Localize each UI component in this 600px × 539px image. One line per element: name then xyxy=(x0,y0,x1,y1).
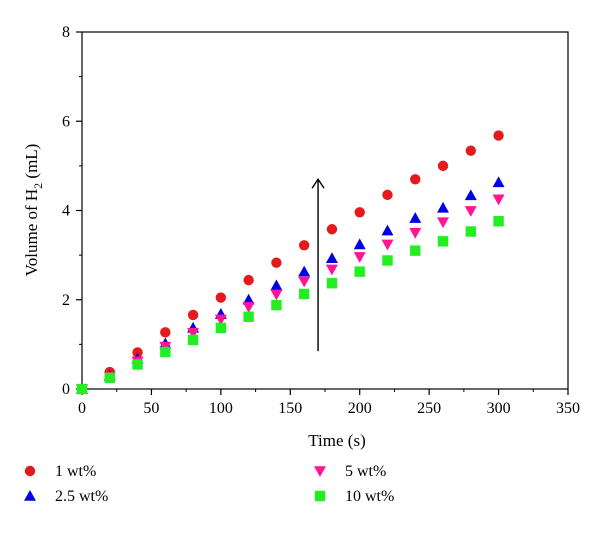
data-point xyxy=(326,224,338,235)
data-point xyxy=(382,189,393,201)
data-point xyxy=(298,240,310,251)
legend-item: 10 wt% xyxy=(314,488,394,505)
x-tick-label: 200 xyxy=(348,400,372,417)
legend-marker xyxy=(24,465,36,477)
y-tick-label: 2 xyxy=(62,292,70,309)
data-point xyxy=(381,224,394,236)
data-point xyxy=(132,359,143,370)
y-tick-label: 6 xyxy=(62,113,70,130)
data-point xyxy=(437,217,450,229)
y-axis: 0 2 4 6 8 xyxy=(62,24,82,398)
series-10-wt- xyxy=(76,216,504,395)
legend-item: 2.5 wt% xyxy=(24,488,108,505)
data-point xyxy=(271,299,282,311)
data-point xyxy=(243,311,254,322)
data-point xyxy=(492,176,505,188)
data-point xyxy=(465,145,476,156)
legend-marker xyxy=(24,490,36,501)
data-point xyxy=(271,257,282,268)
data-point xyxy=(354,266,365,277)
legend-item: 5 wt% xyxy=(314,463,386,480)
data-point xyxy=(437,201,450,213)
data-point xyxy=(325,264,338,276)
data-point xyxy=(409,212,422,223)
y-tick-label: 4 xyxy=(62,203,70,220)
data-point xyxy=(437,236,449,247)
y-tick-label: 0 xyxy=(62,381,70,398)
data-point xyxy=(465,226,476,237)
data-point xyxy=(242,293,255,305)
y-axis-title-main: Volume of H xyxy=(22,189,41,277)
data-point xyxy=(410,245,421,256)
legend-marker xyxy=(314,466,326,477)
data-point xyxy=(326,278,338,289)
legend-label: 2.5 wt% xyxy=(55,488,108,505)
x-tick-label: 350 xyxy=(556,400,580,417)
data-point xyxy=(353,252,366,263)
data-series xyxy=(76,130,505,395)
data-point xyxy=(492,194,505,206)
data-point xyxy=(493,130,504,141)
legend-item: 1 wt% xyxy=(24,463,96,480)
x-axis-title: Time (s) xyxy=(308,431,365,450)
legend-label: 5 wt% xyxy=(345,463,386,480)
legend: 1 wt% 2.5 wt% 5 wt% 10 wt% xyxy=(24,463,394,505)
data-point xyxy=(215,322,227,334)
data-point xyxy=(381,239,394,251)
y-axis-title-unit: (mL) xyxy=(22,144,41,183)
data-point xyxy=(104,372,115,384)
data-point xyxy=(215,292,227,303)
data-point xyxy=(243,274,254,286)
data-point xyxy=(464,206,477,217)
data-point xyxy=(132,347,143,358)
data-point xyxy=(437,160,449,172)
data-point xyxy=(160,327,171,338)
x-tick-label: 100 xyxy=(209,400,233,417)
data-point xyxy=(298,265,311,277)
y-tick-label: 8 xyxy=(62,24,70,41)
data-point xyxy=(382,255,393,266)
x-tick-label: 300 xyxy=(487,400,511,417)
data-point xyxy=(353,238,366,250)
data-point xyxy=(242,302,255,313)
data-point xyxy=(187,327,200,339)
data-point xyxy=(493,216,504,227)
data-point xyxy=(160,346,171,358)
data-point xyxy=(187,334,199,346)
arrow-head xyxy=(311,178,325,189)
data-point xyxy=(409,228,422,239)
data-point xyxy=(270,289,283,301)
data-point xyxy=(298,288,310,300)
data-point xyxy=(354,207,365,218)
plot-border xyxy=(81,31,569,390)
data-point xyxy=(214,314,227,326)
legend-label: 1 wt% xyxy=(55,463,96,480)
x-tick-label: 50 xyxy=(143,400,159,417)
data-point xyxy=(187,309,199,321)
plot-area xyxy=(81,31,569,390)
legend-label: 10 wt% xyxy=(345,488,394,505)
x-tick-label: 250 xyxy=(417,400,441,417)
data-point xyxy=(76,383,88,395)
x-tick-label: 150 xyxy=(278,400,302,417)
x-axis: 0 50 100 150 200 250 300 350 xyxy=(78,389,580,417)
x-tick-label: 0 xyxy=(78,400,86,417)
legend-marker xyxy=(314,490,326,502)
data-point xyxy=(270,279,283,291)
y-axis-title: Volume of H2 (mL) xyxy=(22,144,45,277)
data-point xyxy=(464,189,477,201)
series-1-wt- xyxy=(76,130,504,395)
y-axis-title-subscript: 2 xyxy=(31,183,45,189)
data-point xyxy=(410,174,421,185)
data-point xyxy=(325,252,338,264)
data-point xyxy=(298,276,311,288)
trend-arrow xyxy=(311,178,325,352)
